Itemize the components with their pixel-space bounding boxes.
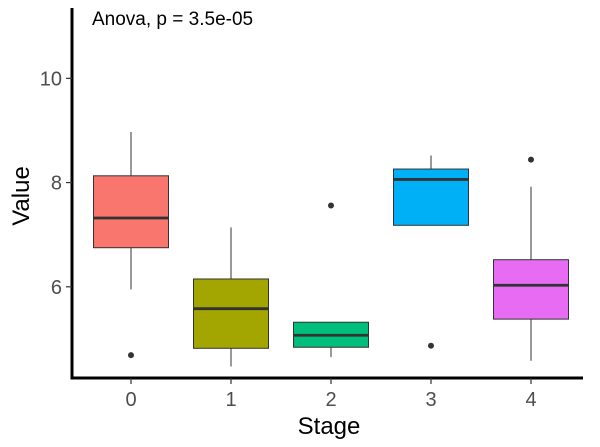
outlier-point [128,352,134,359]
x-tick-label: 4 [525,389,536,411]
box-stage-3 [393,155,469,349]
anova-annotation: Anova, p = 3.5e-05 [92,9,253,30]
x-tick-label: 0 [125,389,136,411]
y-axis: 6 8 10 [40,8,74,380]
box-iqr [493,259,569,320]
box-stage-0 [93,132,169,359]
y-tick-label: 10 [40,68,62,90]
x-axis-title: Stage [298,413,361,440]
box-stage-2 [293,202,369,358]
outlier-point [328,202,334,209]
outlier-point [528,156,534,163]
box-stage-4 [493,156,569,361]
box-stage-1 [193,227,269,367]
x-tick-label: 2 [325,389,336,411]
y-axis-title: Value [8,166,35,226]
x-axis: 0 1 2 3 4 [70,376,583,411]
boxes-layer [93,132,569,367]
box-iqr [393,168,469,226]
y-tick-label: 6 [51,277,62,299]
outlier-point [428,342,434,349]
y-tick-label: 8 [51,173,62,195]
x-tick-label: 3 [425,389,436,411]
x-tick-label: 1 [225,389,236,411]
box-iqr [93,175,169,249]
box-iqr [193,278,269,349]
